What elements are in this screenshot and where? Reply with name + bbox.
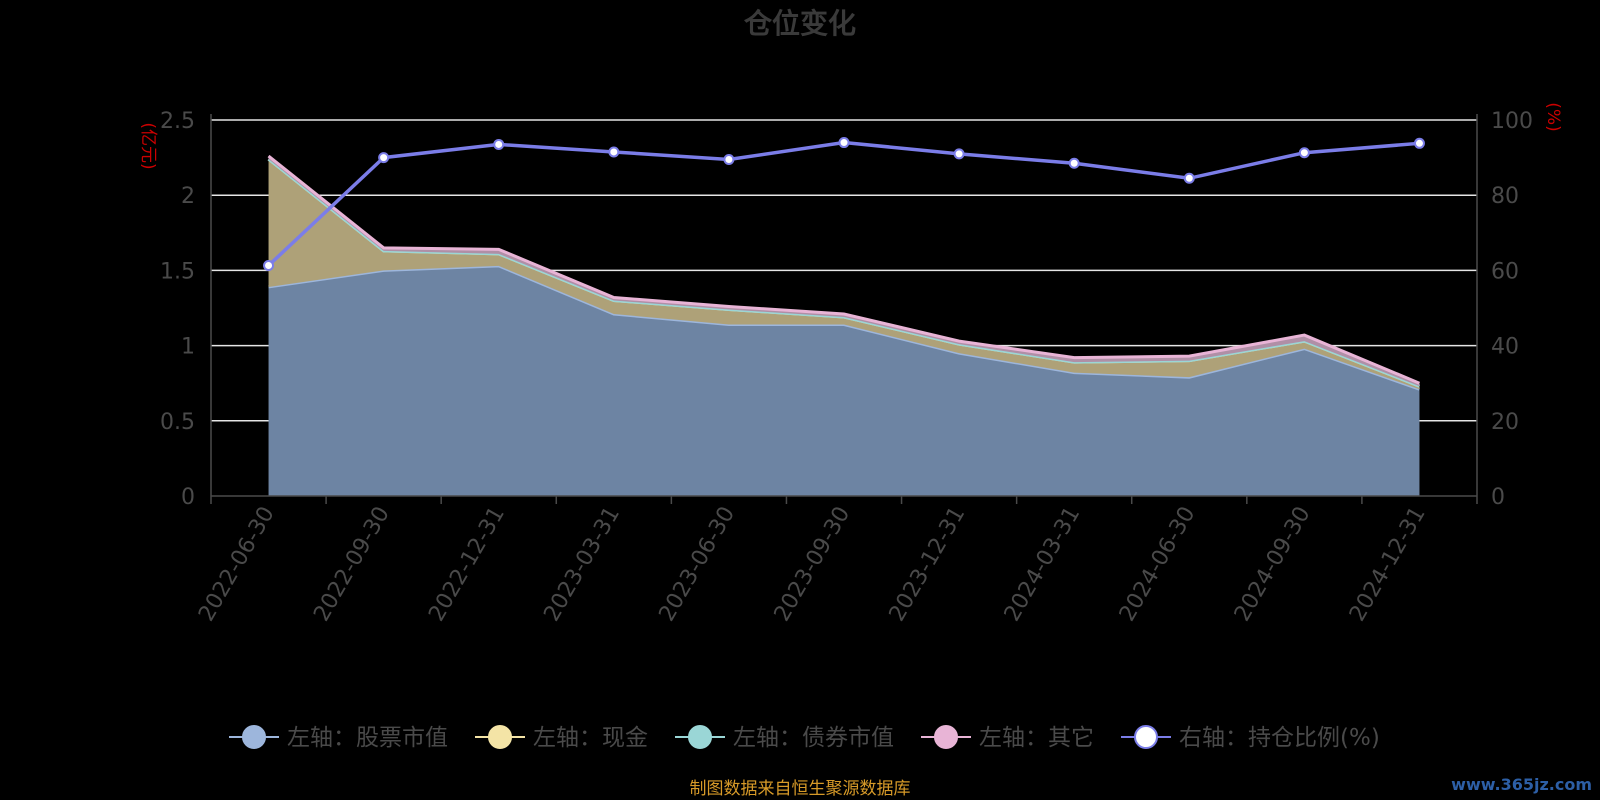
point-右轴：持仓比例(%) [608, 146, 620, 158]
source-note: 制图数据来自恒生聚源数据库 [690, 779, 911, 799]
x-tick-label: 2024-12-31 [1345, 503, 1431, 626]
line-右轴：持仓比例(%) [267, 140, 1420, 267]
right-tick-label: 100 [1491, 109, 1533, 134]
legend-item: 左轴：其它 [921, 725, 1094, 751]
point-右轴：持仓比例(%) [1068, 157, 1080, 169]
x-tick-label: 2023-06-30 [655, 503, 741, 626]
right-tick-label: 20 [1491, 410, 1519, 435]
x-tick-label: 2023-09-30 [770, 503, 856, 626]
x-tick-label: 2024-09-30 [1230, 503, 1316, 626]
point-右轴：持仓比例(%) [723, 153, 735, 165]
legend-label: 左轴：债券市值 [733, 725, 894, 751]
point-右轴：持仓比例(%) [953, 148, 965, 160]
left-tick-label: 0 [181, 485, 195, 510]
x-tick-label: 2022-12-31 [424, 503, 510, 626]
legend-item: 左轴：债券市值 [675, 725, 894, 751]
left-tick-label: 2.5 [160, 109, 195, 134]
right-tick-label: 80 [1491, 184, 1519, 209]
left-tick-label: 0.5 [160, 410, 195, 435]
point-右轴：持仓比例(%) [1298, 147, 1310, 159]
line-左轴：其它 [267, 154, 1421, 385]
point-右轴：持仓比例(%) [493, 138, 505, 150]
x-tick-label: 2024-03-31 [1000, 503, 1086, 626]
right-tick-label: 40 [1491, 335, 1519, 360]
x-tick-label: 2022-06-30 [194, 503, 280, 626]
legend-item: 左轴：现金 [475, 725, 648, 751]
legend-label: 左轴：其它 [979, 725, 1094, 751]
chart-title: 仓位变化 [744, 7, 856, 40]
legend-label: 左轴：股票市值 [287, 725, 448, 751]
point-右轴：持仓比例(%) [263, 260, 275, 272]
left-axis-unit: (亿元) [138, 122, 158, 169]
x-tick-label: 2023-03-31 [539, 503, 625, 626]
legend-marker [488, 725, 512, 749]
left-tick-label: 2 [181, 184, 195, 209]
area-左轴：股票市值 [268, 265, 1420, 496]
point-右轴：持仓比例(%) [1183, 172, 1195, 184]
watermark: www.365jz.com [1451, 775, 1592, 794]
legend-item: 左轴：股票市值 [229, 725, 448, 751]
x-tick-label: 2023-12-31 [885, 502, 971, 625]
x-tick-label: 2022-09-30 [309, 503, 395, 626]
legend-label: 左轴：现金 [533, 725, 648, 751]
right-tick-label: 60 [1491, 259, 1519, 284]
point-右轴：持仓比例(%) [838, 137, 850, 149]
right-axis-unit: (%) [1543, 102, 1563, 131]
legend-marker [934, 725, 958, 749]
point-右轴：持仓比例(%) [378, 152, 390, 164]
point-右轴：持仓比例(%) [1413, 137, 1425, 149]
legend-marker [1134, 725, 1158, 749]
left-tick-label: 1.5 [160, 259, 195, 284]
legend-marker [242, 725, 266, 749]
legend-label: 右轴：持仓比例(%) [1179, 725, 1380, 751]
legend-marker [688, 725, 712, 749]
legend-item: 右轴：持仓比例(%) [1121, 725, 1380, 751]
left-tick-label: 1 [181, 335, 195, 360]
right-tick-label: 0 [1491, 485, 1505, 510]
x-tick-label: 2024-06-30 [1115, 503, 1201, 626]
